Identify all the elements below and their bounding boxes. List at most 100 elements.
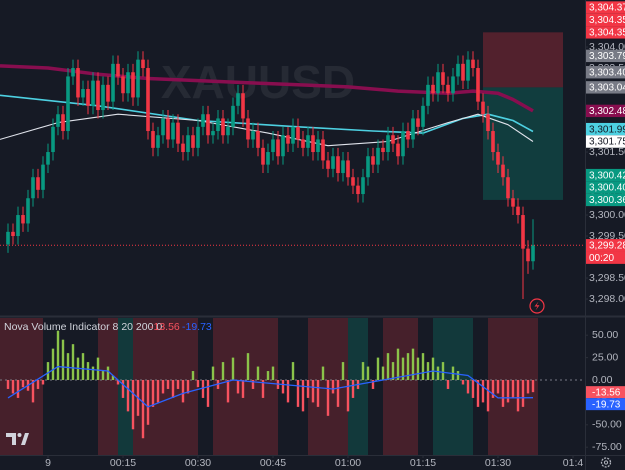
indicator-shading [98,318,118,455]
candle-body [356,185,360,195]
volume-bar [11,380,15,394]
candle-body [306,135,310,148]
candle-body [106,84,110,102]
volume-bar [196,380,200,388]
volume-bar [161,380,165,394]
volume-bar [296,380,300,407]
candle-body [481,101,485,115]
candle-body [226,126,230,136]
volume-bar [486,380,490,412]
volume-bar [201,380,205,398]
candle-body [521,215,525,249]
candle-body [391,135,395,144]
candle-body [21,215,25,224]
price-label: 3,302.48 [589,106,625,117]
candle-body [301,139,305,148]
candle-body [426,84,430,106]
price-label-box [586,239,625,252]
volume-bar [116,380,120,385]
volume-bar [241,380,245,398]
candle-body [526,248,530,262]
volume-bar [511,380,515,398]
volume-bar [236,380,240,394]
volume-bar [6,380,10,389]
volume-bar [186,380,190,394]
volume-bar [251,380,255,389]
y-tick-label: 3,298.00 [589,293,625,305]
candle-body [401,131,405,157]
volume-bar [256,366,260,381]
candle-body [51,126,55,153]
volume-bar [386,353,390,381]
x-tick-label: 00:15 [110,457,136,469]
candle-body [271,139,275,153]
candle-body [466,59,470,81]
volume-bar [461,380,465,385]
candle-body [146,68,150,132]
volume-bar [166,380,170,389]
price-label: 3,304.35 [589,27,625,38]
volume-bar [481,380,485,403]
candle-body [201,114,205,127]
candle-body [276,139,280,157]
y-tick-label: 3,299.50 [589,230,625,242]
candle-body [131,72,135,98]
candle-body [91,80,95,106]
volume-bar [56,330,60,381]
volume-bar [31,380,35,403]
candle-body [126,72,130,94]
volume-bar [261,380,265,398]
price-label: 3,300.42 [589,170,625,181]
volume-bar [21,380,25,388]
volume-bar [456,371,460,381]
candle-body [206,114,210,136]
candle-body [96,80,100,111]
volume-bar [271,366,275,381]
indicator-shading [433,318,473,455]
candle-body [361,177,365,195]
volume-bar [316,380,320,407]
volume-bar [221,362,225,381]
price-label: 3,304.37 [589,3,625,14]
lightning-icon[interactable] [529,298,545,314]
price-label: 3,299.28 [589,240,625,251]
candle-body [531,245,535,262]
candle-body [371,156,375,165]
candle-body [121,76,125,94]
indicator-value-box [586,386,625,399]
indicator-line-label: -19.73 [592,399,621,410]
volume-bar [366,366,370,381]
volume-bar [321,366,325,381]
candle-body [431,84,435,94]
volume-bar [281,380,285,394]
volume-bar [36,380,40,389]
candle-body [446,84,450,94]
volume-bar [521,380,525,407]
candle-body [461,63,465,81]
volume-bar [106,366,110,381]
candle-body [316,139,320,153]
candle-body [71,68,75,77]
settings-icon[interactable] [600,457,612,468]
tradingview-logo[interactable] [6,433,29,445]
volume-bar [516,380,520,412]
x-tick-label: 01:4 [563,457,584,469]
volume-bar [171,380,175,398]
candle-body [46,152,50,165]
candle-body [291,126,295,144]
volume-bar [176,380,180,389]
axes: 3,298.003,298.503,299.003,299.503,300.00… [45,1,625,469]
price-label-box [586,81,625,94]
candle-body [86,89,90,106]
volume-bar [231,357,235,381]
candle-body [501,164,505,178]
price-label-box [586,193,625,207]
x-tick-label: 00:45 [260,457,286,469]
price-label-box [586,122,625,136]
volume-bar [46,362,50,381]
candle-body [36,177,40,190]
candle-body [211,131,215,136]
candle-body [376,147,380,165]
price-label-box [586,135,625,148]
volume-bar [146,380,150,425]
